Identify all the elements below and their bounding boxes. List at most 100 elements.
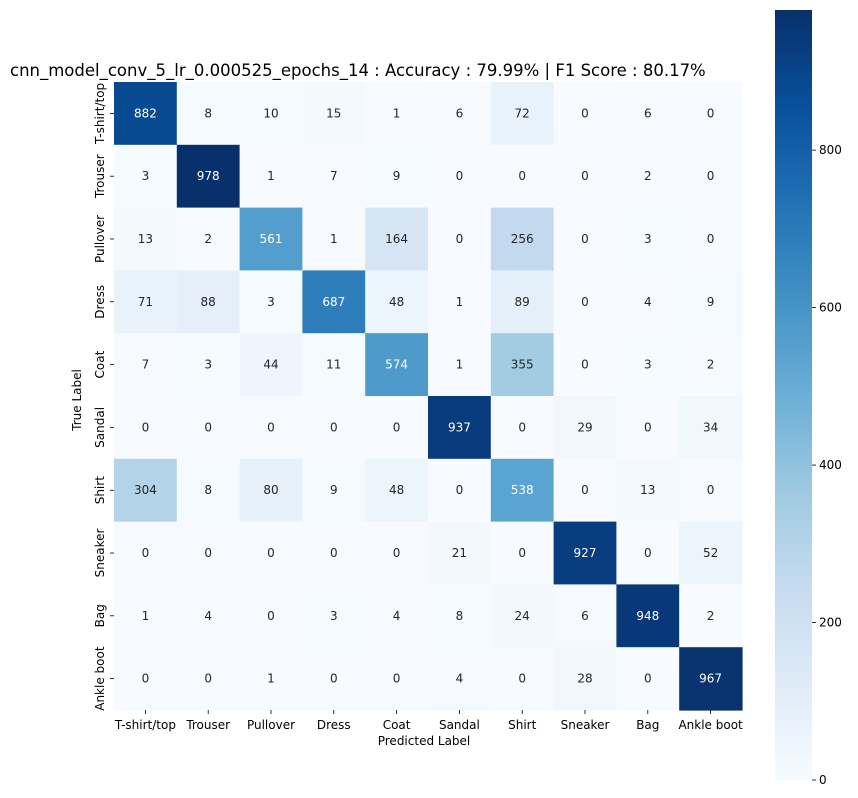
heatmap-cell xyxy=(616,144,680,209)
heatmap-cell xyxy=(428,82,492,146)
cell-value-label: 0 xyxy=(581,358,589,372)
cell-value-label: 538 xyxy=(511,483,534,497)
heatmap-cell xyxy=(365,270,429,334)
cell-value-label: 3 xyxy=(142,169,150,183)
x-tick-label: Shirt xyxy=(508,718,536,732)
heatmap-cell xyxy=(114,396,178,460)
heatmap-cell xyxy=(428,521,492,585)
heatmap-cell xyxy=(490,458,555,523)
cell-value-label: 1 xyxy=(393,106,401,120)
heatmap-cell xyxy=(239,647,303,711)
cell-value-label: 3 xyxy=(267,295,275,309)
heatmap-cell xyxy=(302,647,366,711)
y-tick-label: Coat xyxy=(93,350,107,378)
y-axis-title: True Label xyxy=(70,369,84,432)
cell-value-label: 3 xyxy=(330,609,338,623)
heatmap-cell xyxy=(428,270,492,334)
heatmap-cell xyxy=(114,521,178,585)
heatmap-cell xyxy=(679,396,743,460)
cell-value-label: 0 xyxy=(330,546,338,560)
heatmap-cell xyxy=(616,584,680,648)
y-tick-label: Bag xyxy=(93,604,107,627)
cell-value-label: 0 xyxy=(707,106,715,120)
cell-value-label: 2 xyxy=(204,232,212,246)
cell-value-label: 0 xyxy=(393,672,401,686)
heatmap-cell xyxy=(490,82,555,146)
x-tick-labels: T-shirt/top Trouser Pullover Dress Coat Sanda… xyxy=(114,710,743,732)
heatmap-cell xyxy=(490,333,555,397)
cell-value-label: 0 xyxy=(267,609,275,623)
cell-value-label: 0 xyxy=(142,546,150,560)
cell-value-label: 9 xyxy=(393,169,401,183)
heatmap-cell xyxy=(114,647,178,711)
cell-value-label: 948 xyxy=(636,609,659,623)
cell-value-label: 1 xyxy=(267,169,275,183)
cell-value-label: 0 xyxy=(142,672,150,686)
heatmap-cell xyxy=(428,396,492,460)
heatmap-cell xyxy=(302,458,366,523)
heatmap-cell xyxy=(616,647,680,711)
heatmap-cell xyxy=(616,458,680,523)
heatmap-cell xyxy=(490,396,555,460)
colorbar-tick-label: 200 xyxy=(819,616,842,630)
colorbar-tick-label: 0 xyxy=(819,773,827,787)
heatmap-cell xyxy=(428,584,492,648)
cell-value-label: 48 xyxy=(389,483,404,497)
cell-value-label: 2 xyxy=(707,358,715,372)
y-tick-label: Dress xyxy=(93,285,107,319)
heatmap-cell xyxy=(239,396,303,460)
heatmap-cells: 882 8 10 15 1 6 72 0 6 03 978 1 7 9 0 0 0 2 013 2 561 1 164 0 25… xyxy=(114,82,743,711)
heatmap-cell xyxy=(176,333,241,397)
heatmap-cell xyxy=(176,396,241,460)
heatmap-cell xyxy=(679,207,743,271)
heatmap-cell xyxy=(302,521,366,585)
cell-value-label: 8 xyxy=(456,609,464,623)
heatmap-cell xyxy=(114,207,178,271)
heatmap-cell xyxy=(553,584,617,648)
x-tick-label: Ankle boot xyxy=(678,718,743,732)
cell-value-label: 34 xyxy=(703,420,718,434)
cell-value-label: 927 xyxy=(574,546,597,560)
heatmap-cell xyxy=(553,458,617,523)
y-tick-label: Shirt xyxy=(93,476,107,504)
cell-value-label: 0 xyxy=(581,169,589,183)
cell-value-label: 89 xyxy=(515,295,530,309)
heatmap-cell xyxy=(365,144,429,209)
cell-value-label: 4 xyxy=(456,672,464,686)
heatmap-cell xyxy=(428,333,492,397)
heatmap-cell xyxy=(428,458,492,523)
colorbar-gradient xyxy=(775,10,812,780)
heatmap-cell xyxy=(616,270,680,334)
colorbar-tick-label: 400 xyxy=(819,458,842,472)
heatmap-cell xyxy=(365,207,429,271)
heatmap-cell xyxy=(176,584,241,648)
heatmap-cell xyxy=(176,82,241,146)
cell-value-label: 0 xyxy=(393,546,401,560)
heatmap-cell xyxy=(302,584,366,648)
cell-value-label: 1 xyxy=(456,295,464,309)
cell-value-label: 3 xyxy=(204,358,212,372)
colorbar: 0 200 400 600 800 xyxy=(775,10,842,787)
heatmap-cell xyxy=(428,647,492,711)
cell-value-label: 0 xyxy=(707,232,715,246)
cell-value-label: 882 xyxy=(134,106,157,120)
cell-value-label: 0 xyxy=(518,672,526,686)
colorbar-tick-label: 800 xyxy=(819,143,842,157)
cell-value-label: 6 xyxy=(456,106,464,120)
cell-value-label: 0 xyxy=(644,546,652,560)
cell-value-label: 2 xyxy=(707,609,715,623)
heatmap-cell xyxy=(490,521,555,585)
cell-value-label: 48 xyxy=(389,295,404,309)
heatmap-cell xyxy=(365,647,429,711)
heatmap-cell xyxy=(365,82,429,146)
heatmap-cell xyxy=(114,458,178,523)
heatmap-cell xyxy=(616,82,680,146)
heatmap-cell xyxy=(365,584,429,648)
cell-value-label: 304 xyxy=(134,483,157,497)
heatmap-cell xyxy=(239,144,303,209)
heatmap-cell xyxy=(553,144,617,209)
y-tick-label: Pullover xyxy=(93,215,107,263)
heatmap-cell xyxy=(490,647,555,711)
heatmap-cell xyxy=(490,584,555,648)
